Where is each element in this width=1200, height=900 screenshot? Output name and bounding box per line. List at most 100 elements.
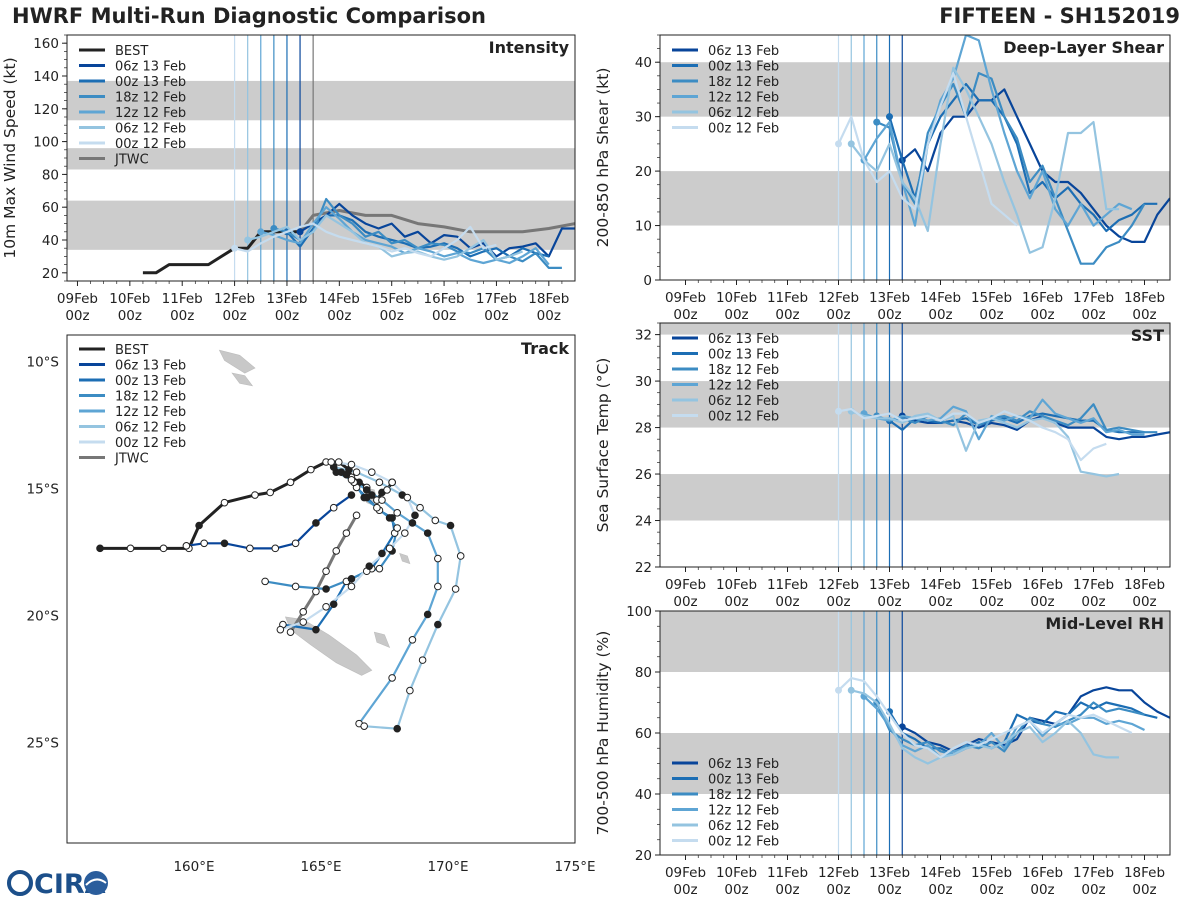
- y-tick-label: 100: [626, 604, 652, 620]
- y-tick-label: 30: [635, 110, 652, 126]
- legend-label-00z-13-feb: 00z 13 Feb: [115, 75, 186, 90]
- track-06z-12-feb: [333, 466, 462, 730]
- series-00z-13-feb: [888, 701, 1158, 756]
- land-loyalty-islands: [373, 631, 391, 648]
- series-06z-12-feb: [247, 214, 523, 261]
- x-tick-sublabel: 00z: [1030, 307, 1054, 323]
- track-point-12z-12-feb: [423, 610, 432, 619]
- map-area: [96, 349, 465, 733]
- legend-label-12z-12-feb: 12z 12 Feb: [115, 405, 186, 420]
- map-frame: [66, 334, 576, 844]
- x-tick-label-15feb: 15Feb: [971, 577, 1012, 593]
- x-tick-sublabel: 00z: [724, 307, 748, 323]
- x-tick-label-17feb: 17Feb: [1073, 865, 1114, 881]
- track-point-06z-13-feb: [200, 539, 208, 548]
- band-0: [67, 200, 575, 250]
- x-tick-sublabel: 00z: [170, 308, 194, 324]
- track-point-best: [251, 491, 259, 499]
- legend-label-00z-13-feb: 00z 13 Feb: [115, 374, 186, 389]
- track-point-00z-13-feb: [378, 549, 386, 558]
- panel-shear: 01020304009Feb00z10Feb00z11Feb00z12Feb00…: [594, 34, 1171, 323]
- x-tick-label-11feb: 11Feb: [767, 290, 808, 306]
- track-point-12z-12-feb: [434, 582, 442, 591]
- series-06z-13-feb: [901, 686, 1170, 753]
- x-tick-label-15feb: 15Feb: [971, 290, 1012, 306]
- land-new-caledonia: [284, 616, 373, 676]
- x-tick-sublabel: 00z: [380, 308, 404, 324]
- legend-label-12z-12-feb: 12z 12 Feb: [115, 106, 186, 121]
- series-06z-12-feb: [850, 66, 1119, 254]
- track-06z-13-feb: [186, 494, 353, 550]
- legend-label-best: BEST: [115, 343, 148, 358]
- y-tick-label: 60: [42, 200, 59, 216]
- series-18z-12-feb: [876, 71, 1146, 265]
- track-point-best: [286, 478, 295, 487]
- track-point-18z-12-feb: [360, 493, 368, 502]
- lat-label-10-s: 10°S: [27, 354, 60, 370]
- legend-label-18z-12-feb: 18z 12 Feb: [708, 75, 779, 90]
- track-point-best: [126, 544, 135, 553]
- track-point-18z-12-feb: [385, 514, 394, 522]
- start-dot-00z-12-feb: [231, 244, 239, 252]
- lon-label-170-e: 170°E: [427, 859, 468, 875]
- x-tick-sublabel: 00z: [979, 307, 1003, 323]
- track-point-00z-12-feb: [327, 458, 335, 466]
- legend-label-00z-12-feb: 00z 12 Feb: [115, 137, 186, 152]
- legend-label-00z-12-feb: 00z 12 Feb: [115, 436, 186, 451]
- legend-label-06z-12-feb: 06z 12 Feb: [708, 819, 779, 834]
- legend-label-18z-12-feb: 18z 12 Feb: [708, 788, 779, 803]
- track-point-18z-12-feb: [393, 524, 402, 532]
- x-tick-sublabel: 00z: [275, 308, 299, 324]
- legend-label-18z-12-feb: 18z 12 Feb: [115, 390, 186, 405]
- start-dot-00z-12-feb: [835, 140, 842, 148]
- x-tick-label-14feb: 14Feb: [920, 290, 961, 306]
- y-tick-label: 40: [42, 233, 59, 249]
- x-tick-label-15feb: 15Feb: [971, 865, 1012, 881]
- x-tick-label-14feb: 14Feb: [319, 291, 360, 307]
- legend-label-18z-12-feb: 18z 12 Feb: [115, 91, 186, 106]
- track-point-best: [383, 486, 391, 494]
- track-point-06z-12-feb: [406, 686, 414, 695]
- track-point-00z-12-feb: [322, 602, 330, 611]
- track-point-00z-13-feb: [312, 625, 320, 634]
- x-tick-sublabel: 00z: [1030, 594, 1054, 610]
- y-tick-label: 20: [42, 266, 59, 282]
- track-point-06z-12-feb: [375, 478, 384, 487]
- track-point-jtwc: [312, 587, 320, 596]
- track-point-jtwc: [299, 608, 308, 616]
- track-point-00z-12-feb: [365, 562, 374, 570]
- track-point-06z-13-feb: [312, 519, 320, 527]
- legend-label-06z-13-feb: 06z 13 Feb: [115, 359, 186, 374]
- plot-area-intensity: [67, 35, 575, 281]
- track-point-jtwc: [352, 511, 361, 520]
- x-tick-sublabel: 00z: [826, 594, 850, 610]
- x-tick-sublabel: 00z: [673, 882, 697, 898]
- lat-label-15-s: 15°S: [27, 481, 60, 497]
- x-tick-sublabel: 00z: [1132, 594, 1156, 610]
- start-dot-06z-12-feb: [847, 686, 855, 694]
- y-tick-label: 20: [635, 848, 652, 864]
- y-tick-label: 100: [33, 135, 59, 151]
- y-tick-label: 140: [33, 69, 59, 85]
- x-tick-label-18feb: 18Feb: [1124, 865, 1165, 881]
- legend-label-06z-13-feb: 06z 13 Feb: [708, 757, 779, 772]
- band-1: [660, 611, 1170, 672]
- lat-label-20-s: 20°S: [27, 608, 60, 624]
- x-tick-sublabel: 00z: [724, 594, 748, 610]
- storm-id-title: FIFTEEN - SH152019: [939, 4, 1180, 28]
- legend-label-00z-12-feb: 00z 12 Feb: [708, 410, 779, 425]
- x-tick-label-15feb: 15Feb: [371, 291, 412, 307]
- plot-area-sst: [660, 323, 1170, 567]
- x-tick-label-13feb: 13Feb: [869, 865, 910, 881]
- x-tick-sublabel: 00z: [222, 308, 246, 324]
- x-tick-sublabel: 00z: [775, 882, 799, 898]
- track-point-18z-12-feb: [322, 585, 330, 593]
- panel-title-shear: Deep-Layer Shear: [1003, 38, 1164, 57]
- track-point-00z-13-feb: [329, 600, 338, 609]
- x-tick-label-14feb: 14Feb: [920, 865, 961, 881]
- track-point-jtwc: [332, 547, 341, 555]
- track-point-00z-12-feb: [299, 618, 308, 626]
- land-vanuatu-south: [399, 552, 411, 565]
- y-tick-label: 32: [635, 328, 652, 344]
- track-point-06z-12-feb: [360, 722, 368, 730]
